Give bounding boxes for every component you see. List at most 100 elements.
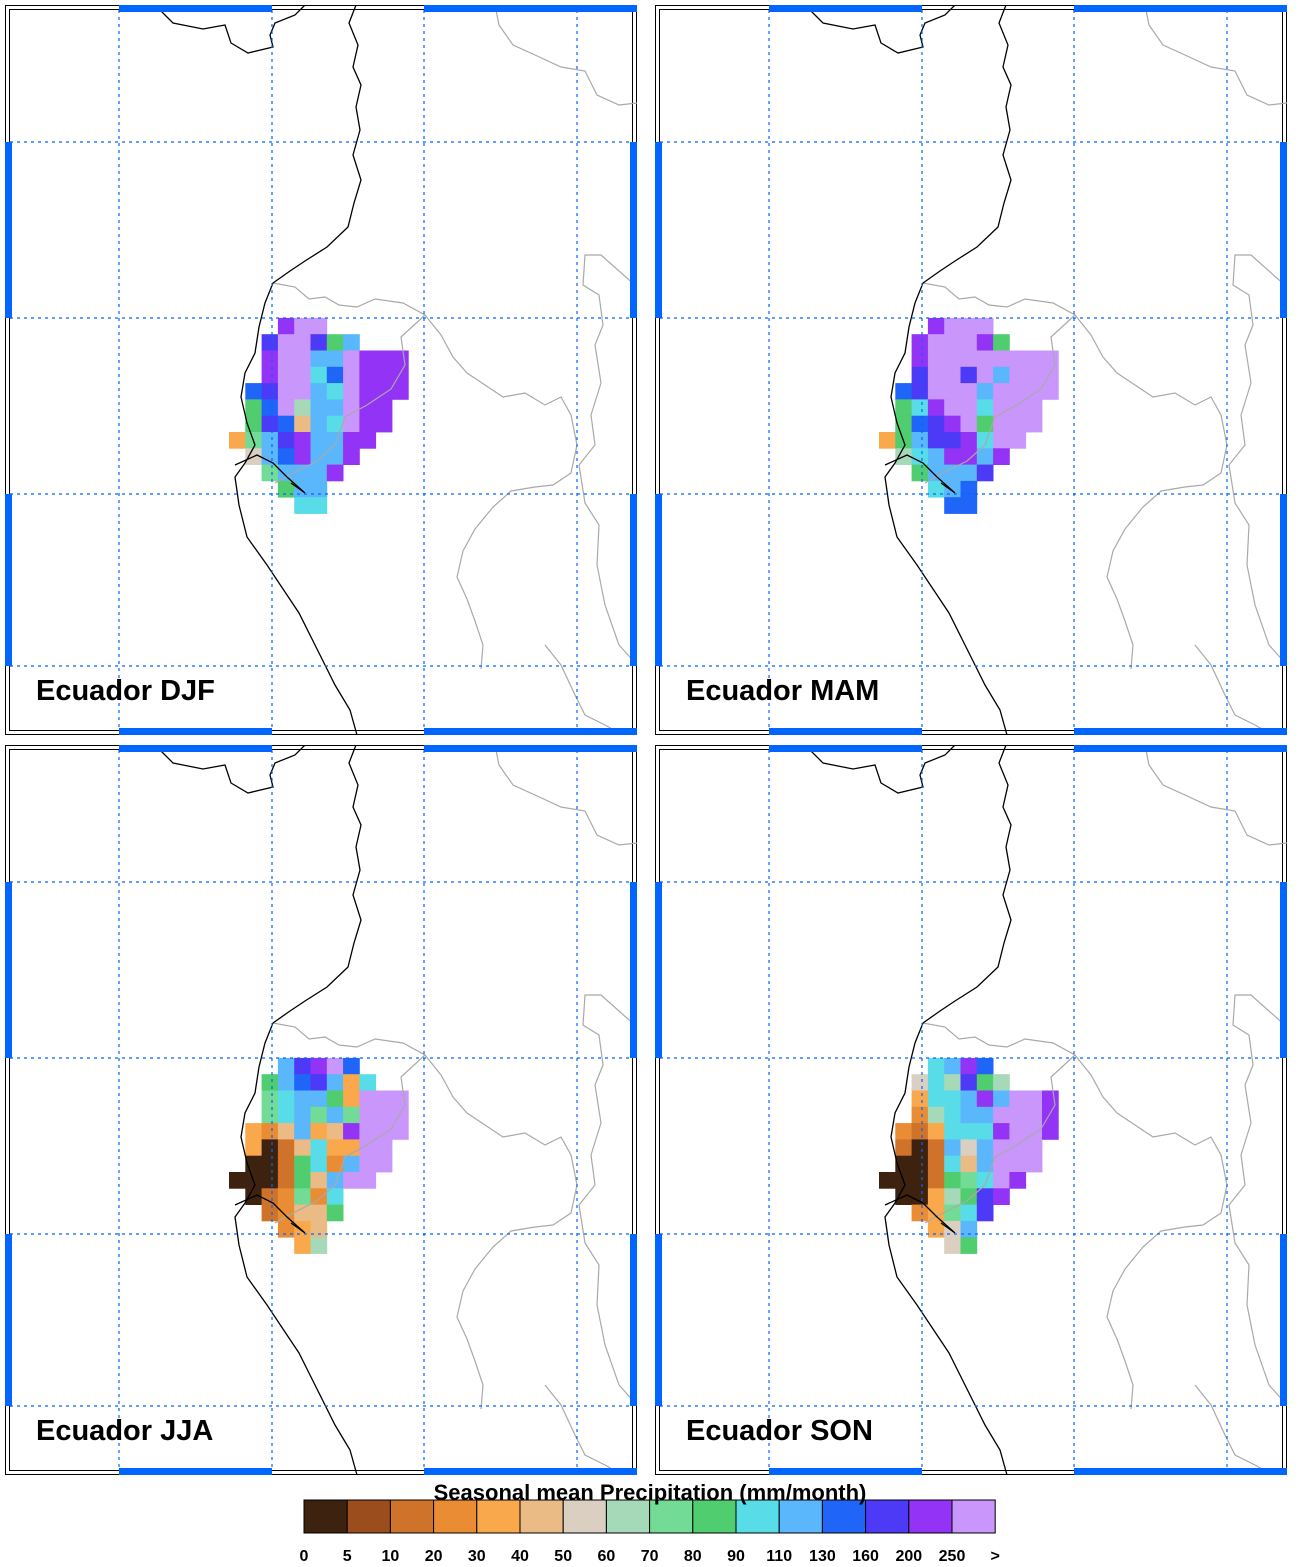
precip-cell [294,1237,311,1254]
precip-cell [911,399,929,417]
precip-cell [911,383,929,400]
coast-line [154,5,306,54]
coast-line [804,5,956,54]
precip-cell [277,383,295,400]
precip-cell [1025,1123,1043,1140]
precip-cell [261,383,279,400]
precip-cell [326,1090,344,1108]
precip-cell [245,1139,262,1157]
precip-cell [294,1139,311,1157]
precip-cell [310,1220,328,1238]
precip-cell [229,432,246,449]
precip-cell [911,1204,929,1222]
precip-cell [911,415,929,433]
precip-cell [927,1155,945,1173]
precip-cell [245,1123,262,1140]
precip-cell [944,1139,961,1157]
precip-cell [927,334,945,351]
precip-cell [261,350,279,368]
precip-cell [392,383,409,400]
precip-cell [960,1106,978,1124]
colorbar-tick-label: 0 [299,1548,309,1565]
country-border [272,1022,578,1410]
precip-cell [392,1090,409,1108]
coast-line [884,1194,956,1234]
coastline [804,5,1012,735]
precip-cell [359,1090,377,1108]
frame-accent-bar [655,1234,662,1406]
precip-cell [960,366,978,384]
precip-cell [277,399,295,417]
country-border [494,5,637,106]
precip-cell [993,448,1010,465]
precip-cell [879,1172,896,1189]
precip-cell [359,1139,377,1157]
precip-cell [960,1139,978,1157]
precip-cell [294,1090,311,1108]
precip-cell [976,1106,994,1124]
precip-cell [277,415,295,433]
precip-cell [976,1057,994,1075]
precip-cell [245,399,262,417]
precip-cell [375,1139,393,1157]
precip-cell [310,464,328,482]
frame-accent-bar [1074,745,1287,752]
precip-cell [944,1057,961,1075]
frame-accent-bar [1074,5,1287,12]
precip-cell [277,317,295,335]
coast-line [804,745,956,794]
colorbar-swatch [778,1499,823,1534]
precip-cell [277,1204,295,1222]
coast-line [884,5,1012,735]
precip-cell [277,1172,295,1189]
country-borders [272,5,637,735]
coast-line [884,745,1012,1475]
map-canvas [655,745,1287,1475]
precip-cell [960,350,978,368]
country-border [578,994,637,1406]
precip-cell [392,366,409,384]
coastline [804,745,1012,1475]
precip-cell [944,1188,961,1205]
colorbar-swatch [649,1499,694,1534]
coast-line [234,5,362,735]
precip-cell [326,383,344,400]
country-border [924,314,1076,484]
precip-cell [277,464,295,482]
precip-cell [1025,1155,1043,1173]
precip-cell [927,1139,945,1157]
precip-cell [375,399,393,417]
precip-cell [1009,415,1027,433]
precip-cell [1025,1139,1043,1157]
precip-cell [375,1123,393,1140]
precip-cell [895,1123,912,1140]
panel-title: Ecuador JJA [36,1415,214,1447]
precip-cell [326,350,344,368]
precip-cell [277,1106,295,1124]
precip-cell [927,415,945,433]
precip-cell [1042,366,1059,384]
country-border [922,282,1228,670]
precip-cell [895,399,912,417]
panel-title: Ecuador DJF [36,675,215,707]
precip-cell [960,1237,978,1254]
precip-cell [895,1139,912,1157]
precip-cell [277,334,295,351]
precip-cell [993,334,1010,351]
precip-cell [343,1057,360,1075]
precip-cell [927,1057,945,1075]
precip-cell [343,432,360,449]
precip-cell [310,399,328,417]
precip-cell [1025,1090,1043,1108]
precip-cell [927,383,945,400]
precip-cell [310,1237,328,1254]
precip-cell [294,383,311,400]
precip-cell [261,1123,279,1140]
precip-cell [976,415,994,433]
precip-cell [294,1172,311,1189]
precip-cell [294,1204,311,1222]
precip-cell [375,1090,393,1108]
colorbar-tick-label: 5 [342,1548,352,1565]
precip-cell [392,350,409,368]
precip-cell [326,1188,344,1205]
